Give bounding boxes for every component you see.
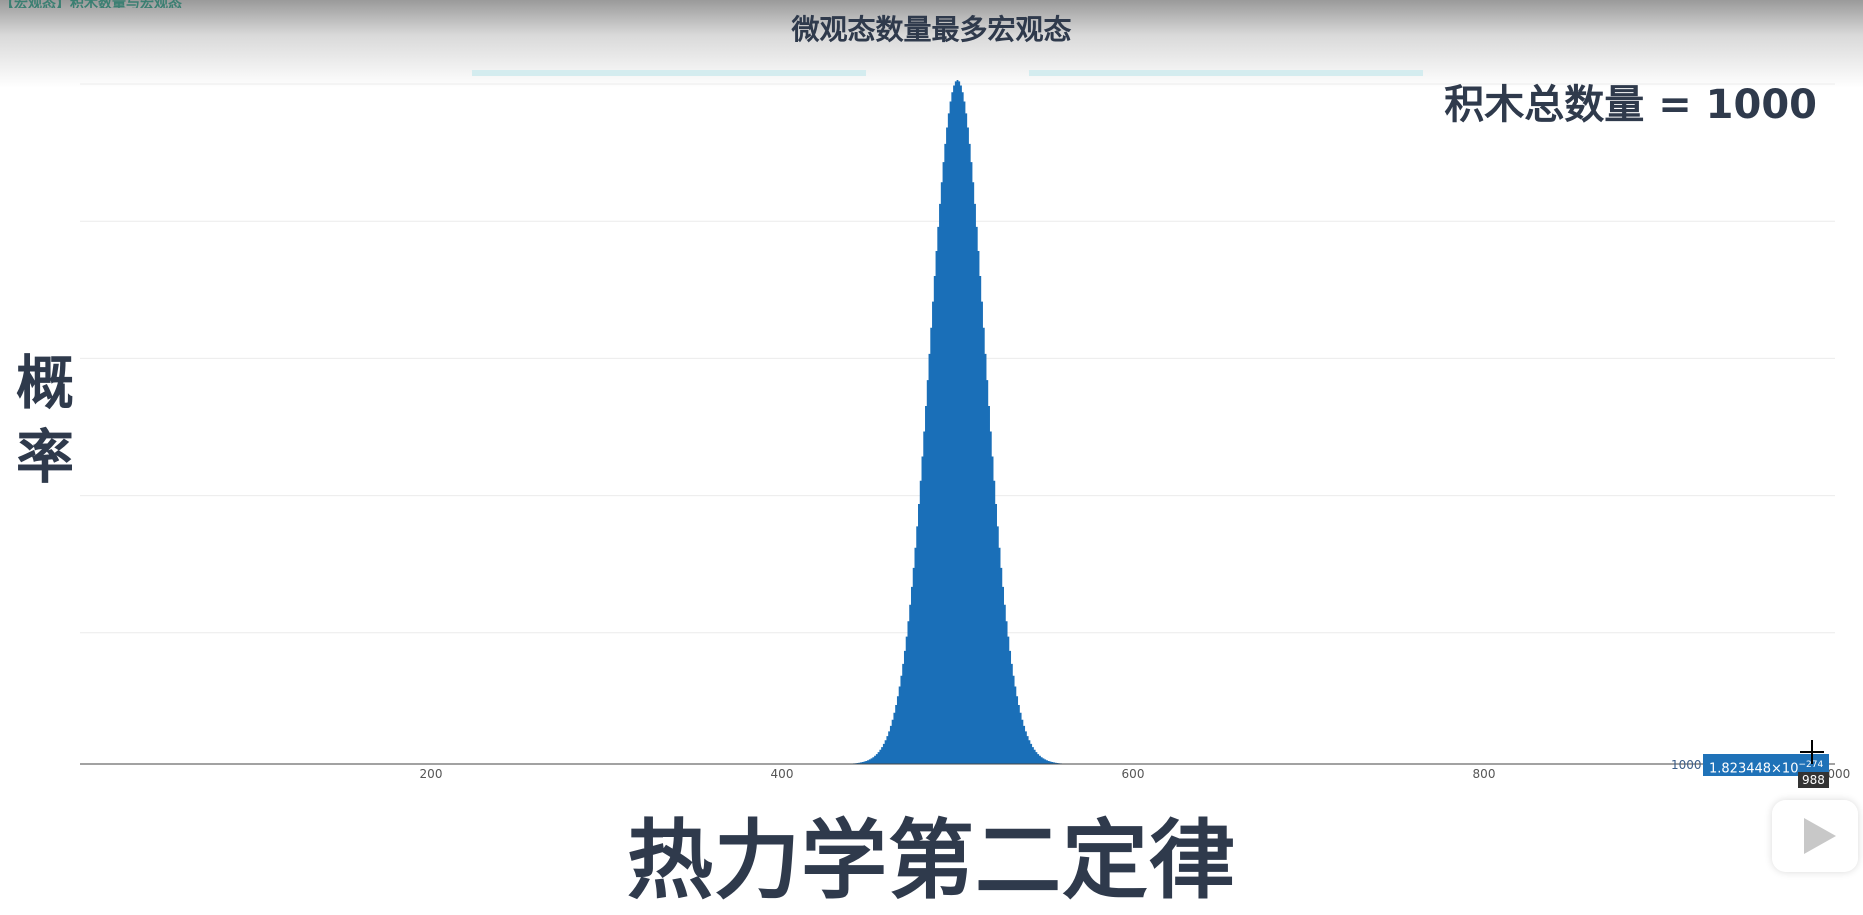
binomial-chart: 200 400 600 800 1000 — [79, 80, 1851, 781]
video-banner-text: 【宏观态】积木数量与宏观态 — [0, 0, 182, 8]
tooltip-value-exp: −274 — [1798, 760, 1824, 770]
distribution-bars — [79, 80, 1836, 765]
chart-caption: 微观态数量最多宏观态 — [791, 13, 1072, 46]
video-title: 热力学第二定律 — [627, 811, 1236, 911]
x-tick-label: 600 — [1122, 767, 1145, 781]
total-count-label: 积木总数量 = 1000 — [1444, 82, 1817, 128]
tooltip-value: 1.823448×10−274 — [1703, 754, 1830, 777]
top-gradient — [0, 0, 1863, 88]
caption-bar-right — [1029, 70, 1423, 76]
x-tick-label: 800 — [1473, 767, 1496, 781]
cursor-value: 988 — [1798, 772, 1829, 788]
y-axis-label: 概率 — [15, 349, 74, 491]
x-tick-label: 200 — [420, 767, 443, 781]
play-button[interactable] — [1772, 800, 1858, 872]
caption-bar-left — [472, 70, 866, 76]
tooltip-x-label: 1000 — [1671, 758, 1702, 772]
x-ticks: 200 400 600 800 1000 — [420, 767, 1851, 781]
crosshair-cursor-icon — [1800, 740, 1824, 764]
x-tick-label: 400 — [771, 767, 794, 781]
tooltip-value-main: 1.823448×10 — [1709, 761, 1799, 777]
